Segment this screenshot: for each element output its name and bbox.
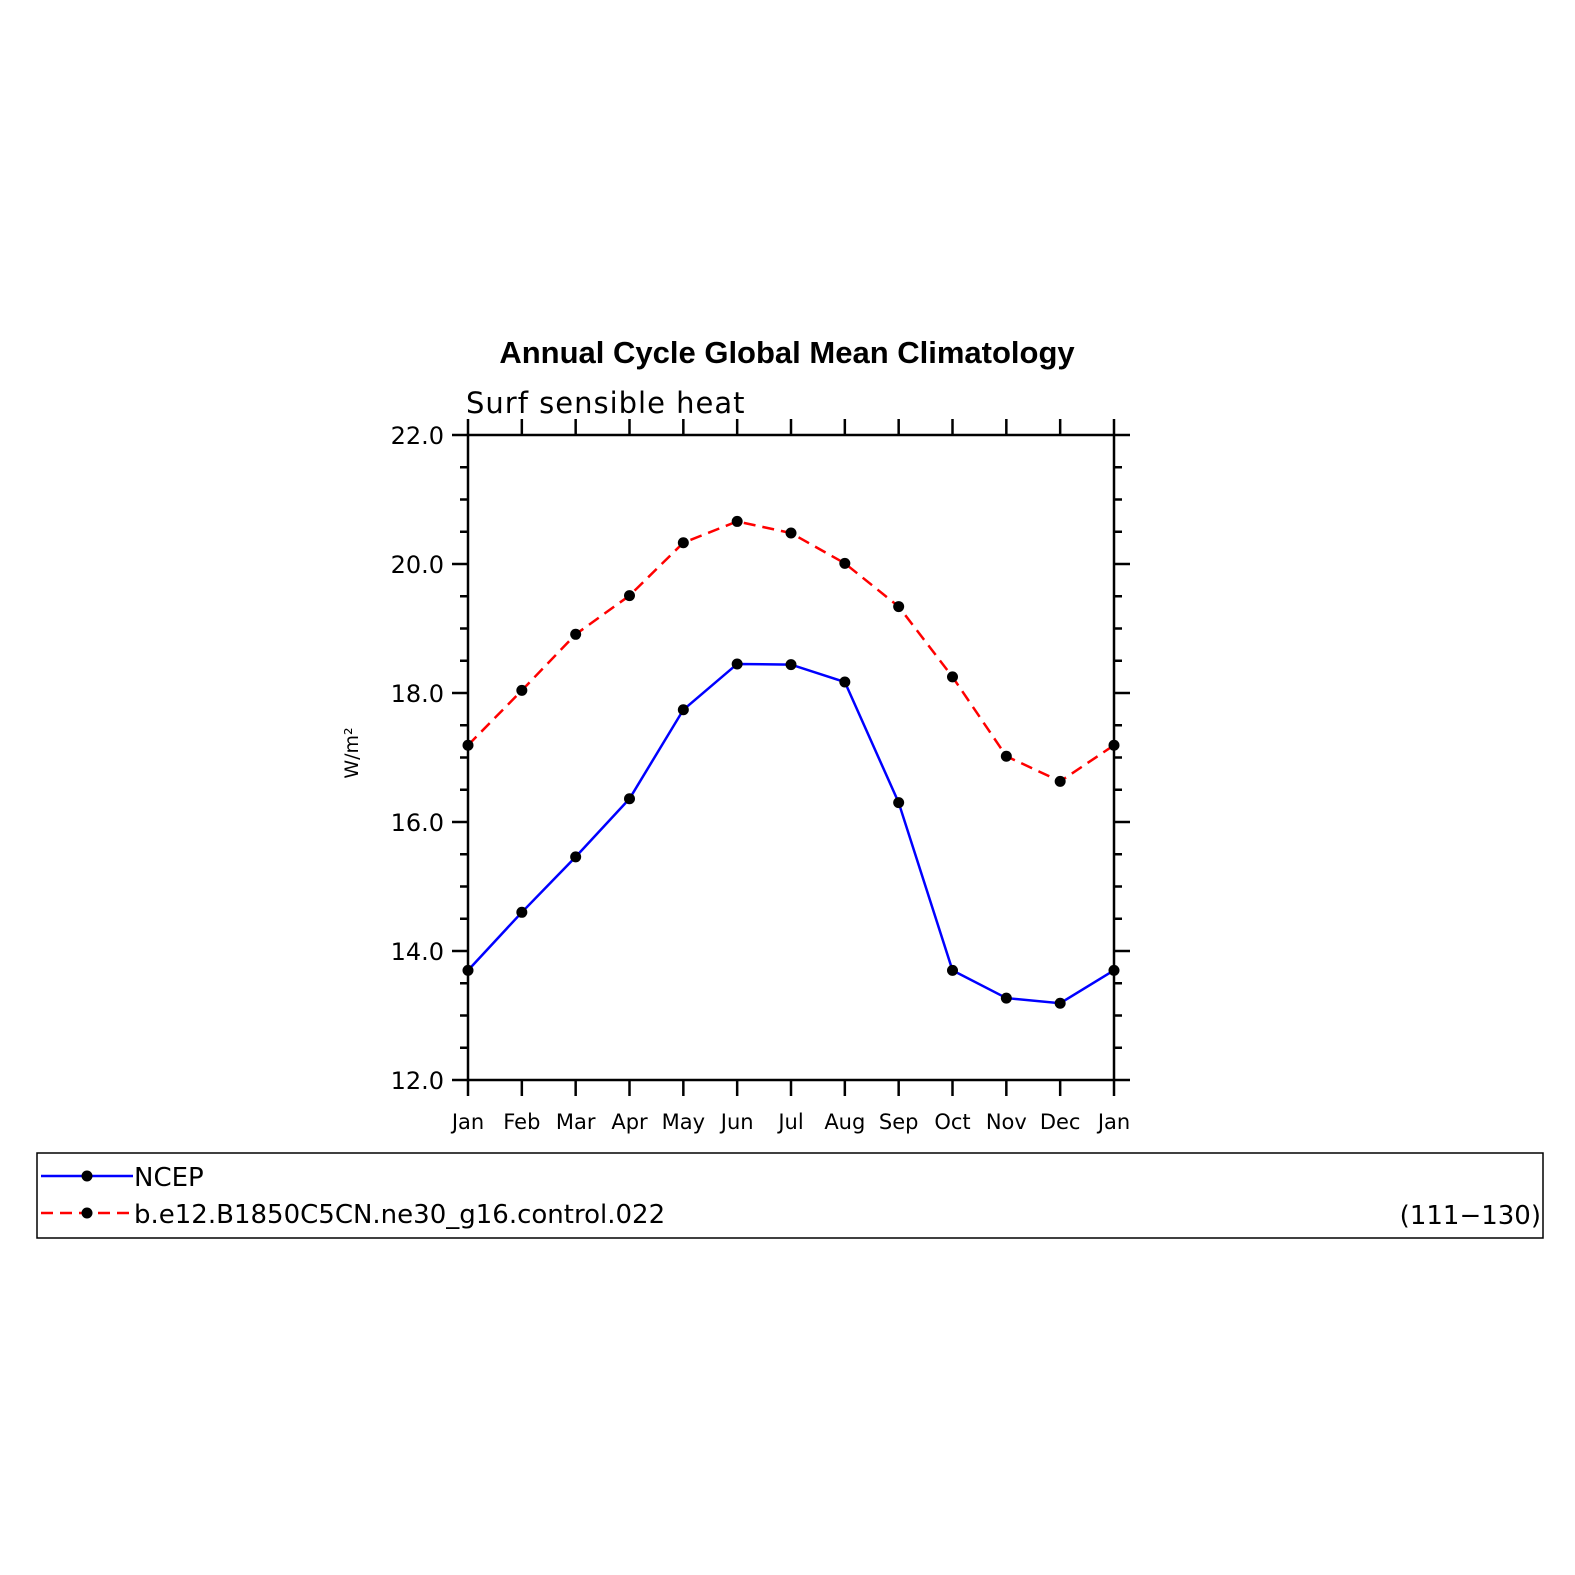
chart-title: Annual Cycle Global Mean Climatology [499,335,1075,370]
legend-label: NCEP [134,1163,204,1193]
series-2 [462,515,1120,787]
y-axis-label: W/m² [341,727,363,778]
y-tick-label: 20.0 [391,551,444,579]
legend-years-range: (111−130) [1400,1201,1541,1231]
legend-entries: NCEP b.e12.B1850C5CN.ne30_g16.control.022 [41,1163,665,1230]
data-point [624,590,635,602]
x-tick-label: Oct [934,1110,970,1134]
x-tick-label: Aug [824,1110,865,1134]
data-point [570,628,582,640]
x-tick-label: Jan [450,1110,484,1134]
data-point [893,797,905,809]
data-point [1108,739,1120,751]
y-tick-label: 18.0 [391,680,444,708]
data-point [1108,964,1120,976]
data-point [1000,750,1012,762]
data-point [731,658,743,670]
chart-subtitle: Surf sensible heat [466,386,746,420]
legend-marker [81,1207,93,1219]
legend-label: b.e12.B1850C5CN.ne30_g16.control.022 [134,1200,665,1230]
data-point [462,739,474,751]
data-point [947,671,958,683]
x-tick-label: Jul [776,1110,803,1134]
data-point [731,515,743,527]
data-point [839,676,851,688]
x-tick-label: Feb [503,1110,540,1134]
data-point [516,906,528,918]
series-1 [462,658,1120,1009]
data-point [1000,992,1012,1004]
y-tick-label: 16.0 [391,809,444,837]
data-point [893,601,905,613]
x-tick-label: Sep [879,1110,919,1134]
x-tick-label: Nov [986,1110,1027,1134]
data-point [462,964,474,976]
legend-border [36,1152,1544,1239]
series-layer [462,515,1120,1009]
data-point [516,684,528,696]
y-tick-label: 22.0 [391,422,444,450]
series-line [467,520,1115,783]
legend-marker [81,1170,93,1182]
data-point [785,527,797,539]
series-line [467,662,1115,1005]
data-point [570,851,582,863]
axis-ticks [452,419,1130,1096]
x-tick-label: May [662,1110,705,1134]
legend: NCEP b.e12.B1850C5CN.ne30_g16.control.022… [36,1152,1544,1239]
x-tick-label: Mar [556,1110,596,1134]
data-point [1054,775,1066,787]
x-tick-label: Apr [611,1110,648,1134]
data-point [624,793,635,805]
y-tick-labels: 12.0 14.0 16.0 18.0 20.0 22.0 [391,422,444,1095]
x-tick-labels: Jan Feb Mar Apr May Jun Jul Aug Sep Oct Nov Dec Jan [450,1110,1130,1134]
y-tick-label: 12.0 [391,1067,444,1095]
x-tick-label: Jan [1096,1110,1130,1134]
data-point [1054,997,1066,1009]
data-point [677,537,689,549]
x-tick-label: Dec [1040,1110,1081,1134]
data-point [947,964,958,976]
data-point [785,659,797,671]
y-tick-label: 14.0 [391,938,444,966]
data-point [677,704,689,716]
x-tick-label: Jun [719,1110,754,1134]
data-point [839,557,851,569]
